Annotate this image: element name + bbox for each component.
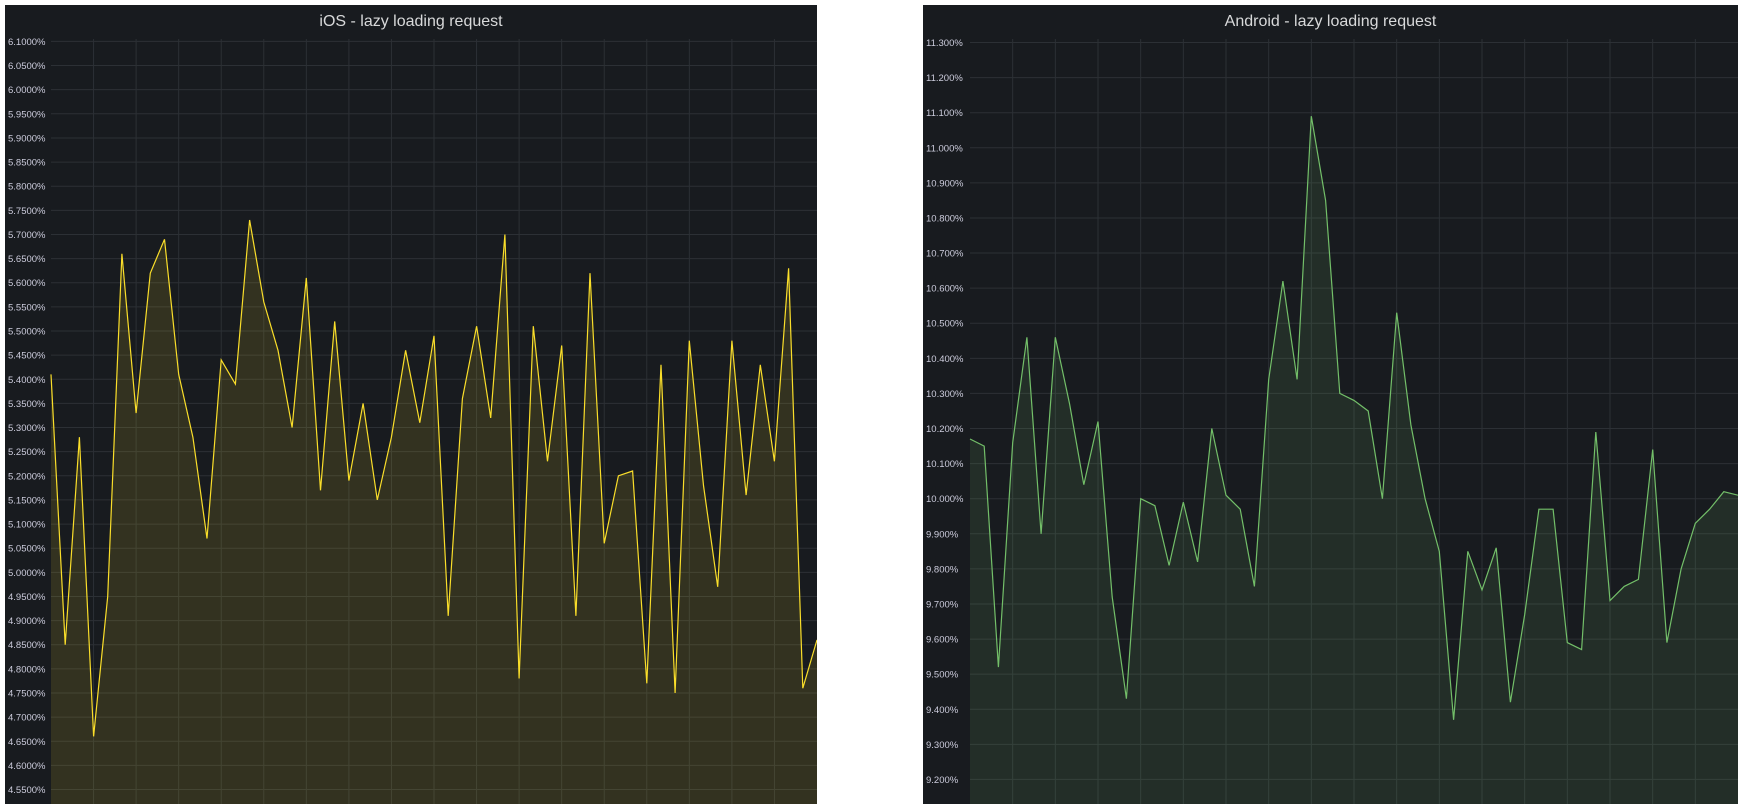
y-tick-label: 9.900% — [926, 529, 959, 540]
y-tick-label: 5.2500% — [8, 447, 46, 458]
grid — [51, 39, 817, 804]
y-tick-label: 5.1000% — [8, 520, 46, 531]
y-tick-label: 5.7500% — [8, 206, 46, 217]
y-tick-label: 4.8000% — [8, 664, 46, 675]
y-tick-label: 9.600% — [926, 635, 959, 646]
y-tick-label: 10.800% — [926, 213, 964, 224]
y-tick-label: 10.100% — [926, 459, 964, 470]
y-tick-label: 10.900% — [926, 178, 964, 189]
y-tick-label: 4.9500% — [8, 592, 46, 603]
android-chart-panel: Android - lazy loading request 11.300% 11… — [923, 5, 1738, 804]
y-tick-label: 10.200% — [926, 424, 964, 435]
y-tick-label: 5.9500% — [8, 109, 46, 120]
y-tick-label: 5.8500% — [8, 158, 46, 169]
y-tick-label: 10.400% — [926, 354, 964, 365]
y-tick-label: 11.200% — [926, 73, 963, 84]
y-tick-label: 5.6500% — [8, 254, 46, 265]
data-points — [969, 116, 1738, 720]
y-tick-label: 5.4500% — [8, 351, 46, 362]
android-chart: 11.300% 11.200% 11.100% 11.000% 10.900% 10.80… — [926, 38, 1738, 804]
y-tick-label: 5.2000% — [8, 471, 46, 482]
y-tick-label: 6.0500% — [8, 61, 46, 72]
y-tick-label: 6.1000% — [8, 37, 46, 48]
y-tick-label: 9.300% — [926, 740, 959, 751]
y-tick-label: 5.3500% — [8, 399, 46, 410]
ios-chart: 6.1000% 6.0500% 6.0000% 5.9500% 5.9000% 5.850… — [8, 37, 817, 804]
y-tick-label: 4.9000% — [8, 616, 46, 627]
y-tick-label: 11.000% — [926, 143, 963, 154]
y-tick-label: 5.5000% — [8, 327, 46, 338]
y-tick-label: 10.600% — [926, 284, 964, 295]
y-tick-label: 10.700% — [926, 249, 964, 260]
y-tick-label: 4.6500% — [8, 737, 46, 748]
y-tick-label: 4.5500% — [8, 785, 46, 796]
y-tick-label: 5.0500% — [8, 544, 46, 555]
y-tick-label: 5.6000% — [8, 278, 46, 289]
y-tick-label: 11.300% — [926, 38, 963, 49]
y-tick-label: 4.8500% — [8, 640, 46, 651]
y-tick-label: 9.200% — [926, 775, 959, 786]
ios-chart-panel: iOS - lazy loading request 6.1000% 6.0500… — [5, 5, 817, 804]
y-tick-label: 11.100% — [926, 108, 963, 119]
y-tick-label: 5.7000% — [8, 230, 46, 241]
y-tick-label: 9.400% — [926, 705, 959, 716]
y-tick-label: 5.3000% — [8, 423, 46, 434]
y-tick-label: 10.300% — [926, 389, 964, 400]
chart-title: Android - lazy loading request — [1224, 13, 1437, 30]
y-tick-label: 4.7500% — [8, 688, 46, 699]
data-points — [50, 219, 817, 737]
y-tick-label: 4.7000% — [8, 713, 46, 724]
y-tick-label: 5.1500% — [8, 495, 46, 506]
y-tick-label: 6.0000% — [8, 85, 46, 96]
y-tick-label: 5.4000% — [8, 375, 46, 386]
y-tick-label: 9.500% — [926, 670, 959, 681]
series-area — [51, 220, 817, 804]
y-tick-label: 5.9000% — [8, 133, 46, 144]
y-tick-label: 4.6000% — [8, 761, 46, 772]
chart-title: iOS - lazy loading request — [319, 13, 503, 30]
y-tick-label: 9.800% — [926, 564, 959, 575]
y-tick-label: 9.700% — [926, 599, 959, 610]
y-tick-label: 10.500% — [926, 319, 964, 330]
y-tick-label: 5.8000% — [8, 182, 46, 193]
y-tick-label: 10.000% — [926, 494, 964, 505]
series-area — [970, 116, 1738, 804]
y-tick-label: 5.5500% — [8, 302, 46, 313]
y-tick-label: 5.0000% — [8, 568, 46, 579]
